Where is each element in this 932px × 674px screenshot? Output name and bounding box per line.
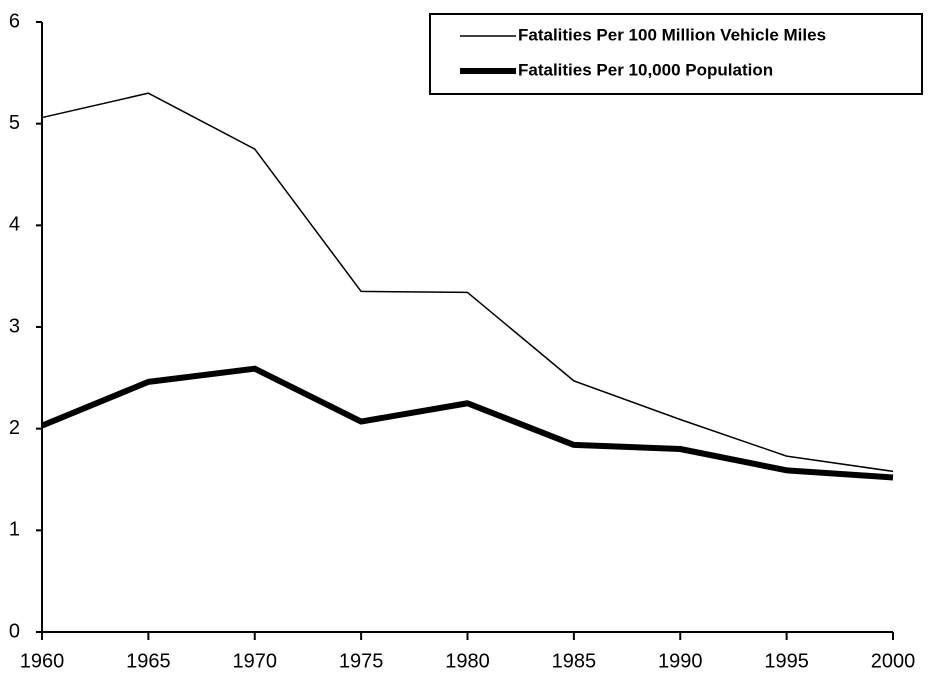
- legend-box: [429, 13, 923, 95]
- series-line: [41, 92, 894, 473]
- x-tick-label: 1965: [126, 650, 171, 672]
- x-tick-label: 1960: [20, 650, 65, 672]
- x-tick-label: 1995: [764, 650, 809, 672]
- y-tick-label: 1: [9, 519, 20, 541]
- x-tick-label: 2000: [871, 650, 916, 672]
- x-tick-label: 1985: [552, 650, 597, 672]
- y-tick-label: 5: [9, 112, 20, 134]
- y-tick-label: 2: [9, 417, 20, 439]
- series-line: [40, 365, 894, 481]
- y-tick-label: 3: [9, 315, 20, 337]
- legend-label: Fatalities Per 100 Million Vehicle Miles: [518, 25, 826, 44]
- legend-label: Fatalities Per 10,000 Population: [518, 60, 773, 79]
- y-tick-label: 4: [9, 214, 20, 236]
- x-tick-label: 1970: [233, 650, 278, 672]
- x-tick-label: 1980: [445, 650, 490, 672]
- x-tick-label: 1975: [339, 650, 384, 672]
- y-tick-label: 0: [9, 620, 20, 642]
- x-tick-label: 1990: [658, 650, 703, 672]
- y-tick-label: 6: [9, 10, 20, 32]
